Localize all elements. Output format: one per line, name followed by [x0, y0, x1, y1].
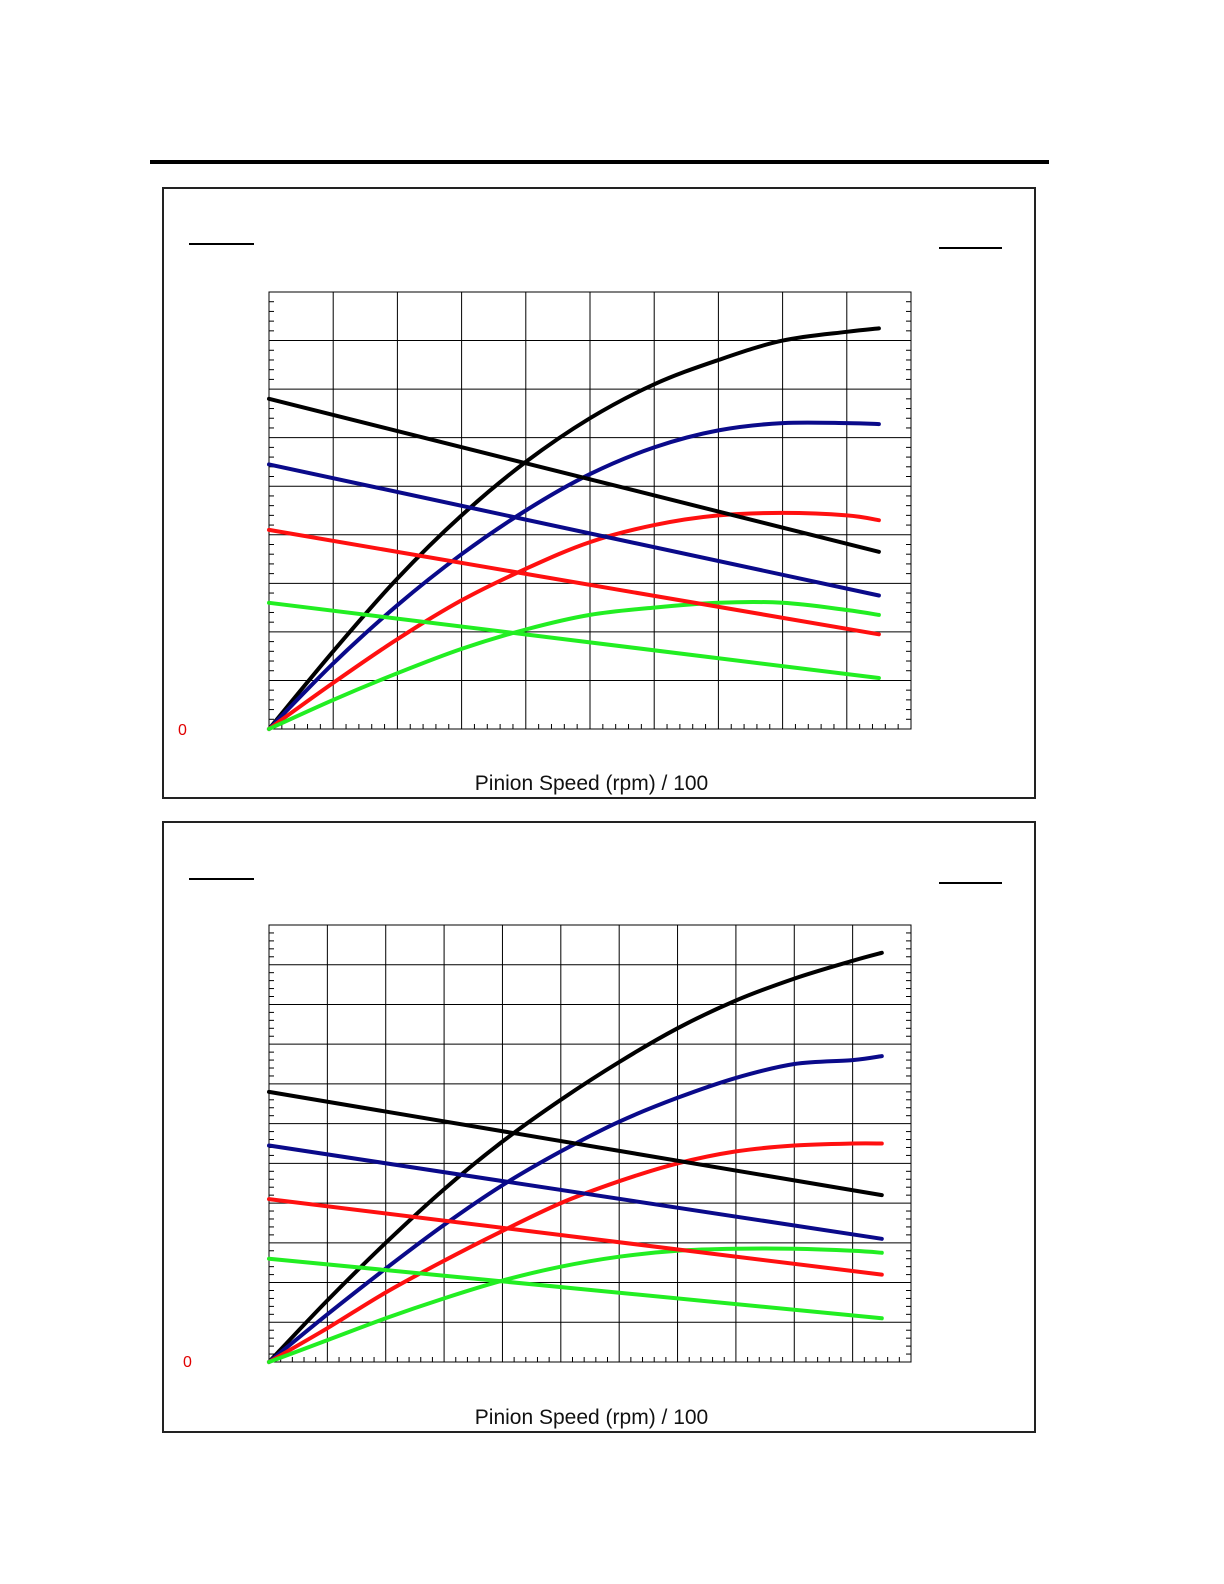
- series-line-red-2: [267, 510, 881, 731]
- series-line-green-3: [267, 1246, 884, 1364]
- header-rule: [150, 160, 1049, 164]
- x-axis-label: Pinion Speed (rpm) / 100: [474, 1406, 709, 1429]
- blank-rule-right: [939, 882, 1002, 884]
- blank-rule-left: [189, 878, 254, 880]
- x-axis-label: Pinion Speed (rpm) / 100: [474, 772, 709, 795]
- series-line-red-6: [267, 527, 881, 637]
- series-line-green-3: [267, 599, 881, 731]
- blank-rule-right: [939, 247, 1002, 249]
- chart-2-svg: [267, 924, 912, 1364]
- chart-1-svg: [267, 291, 912, 731]
- chart-panel-2: 0 Pinion Speed (rpm) / 100: [162, 821, 1036, 1433]
- y-zero-label: 0: [178, 722, 187, 739]
- plot-frame: [268, 924, 912, 1363]
- series-line-blue-5: [267, 462, 881, 598]
- series-line-black-4: [267, 396, 881, 554]
- series-line-black-0: [267, 950, 884, 1364]
- chart-panel-1: 0 Pinion Speed (rpm) / 100: [162, 187, 1036, 799]
- blank-rule-left: [189, 243, 254, 245]
- series-line-red-6: [267, 1197, 884, 1277]
- series-line-red-2: [267, 1141, 884, 1364]
- y-zero-label: 0: [183, 1354, 192, 1371]
- series-line-green-7: [267, 1256, 884, 1321]
- series-line-green-7: [267, 600, 881, 680]
- series-line-blue-5: [267, 1143, 884, 1241]
- series-line-black-4: [267, 1089, 884, 1198]
